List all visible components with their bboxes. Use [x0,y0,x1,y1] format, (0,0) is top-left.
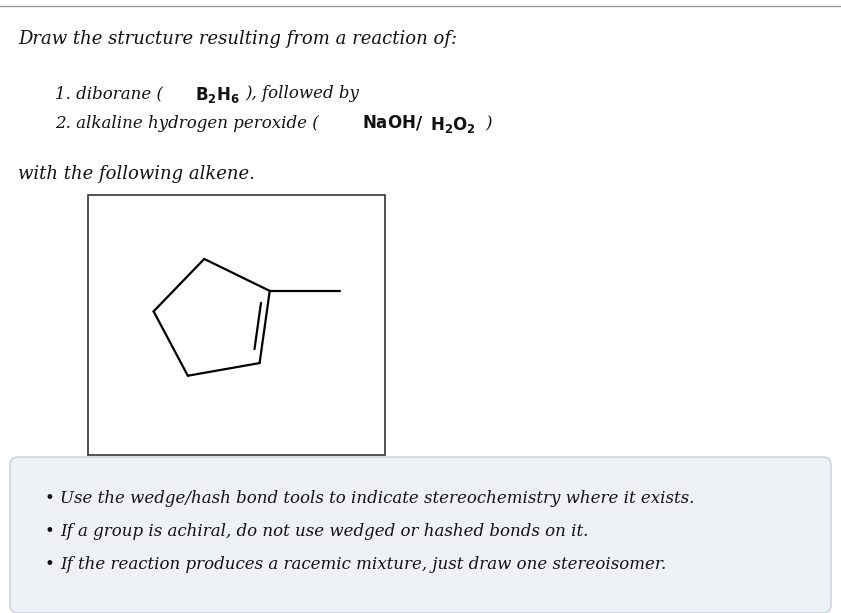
Text: 2. alkaline hydrogen peroxide (: 2. alkaline hydrogen peroxide ( [55,115,319,132]
Text: $\mathbf{B_2H_6}$: $\mathbf{B_2H_6}$ [195,85,240,105]
Text: ), followed by: ), followed by [245,85,359,102]
Text: •: • [45,523,55,540]
Text: •: • [45,490,55,507]
FancyBboxPatch shape [10,457,831,613]
Text: with the following alkene.: with the following alkene. [18,165,255,183]
Text: •: • [45,556,55,573]
Text: $\mathbf{/}$: $\mathbf{/}$ [415,115,423,133]
Text: 1. diborane (: 1. diborane ( [55,85,163,102]
Text: If a group is achiral, do not use wedged or hashed bonds on it.: If a group is achiral, do not use wedged… [60,523,589,540]
Text: Use the wedge/hash bond tools to indicate stereochemistry where it exists.: Use the wedge/hash bond tools to indicat… [60,490,695,507]
Text: $\mathbf{H_2O_2}$: $\mathbf{H_2O_2}$ [430,115,476,135]
Text: If the reaction produces a racemic mixture, just draw one stereoisomer.: If the reaction produces a racemic mixtu… [60,556,666,573]
Text: Draw the structure resulting from a reaction of:: Draw the structure resulting from a reac… [18,30,458,48]
Bar [88,195,385,455]
Text: $\mathbf{NaOH}$: $\mathbf{NaOH}$ [362,115,415,132]
Text: ): ) [485,115,491,132]
